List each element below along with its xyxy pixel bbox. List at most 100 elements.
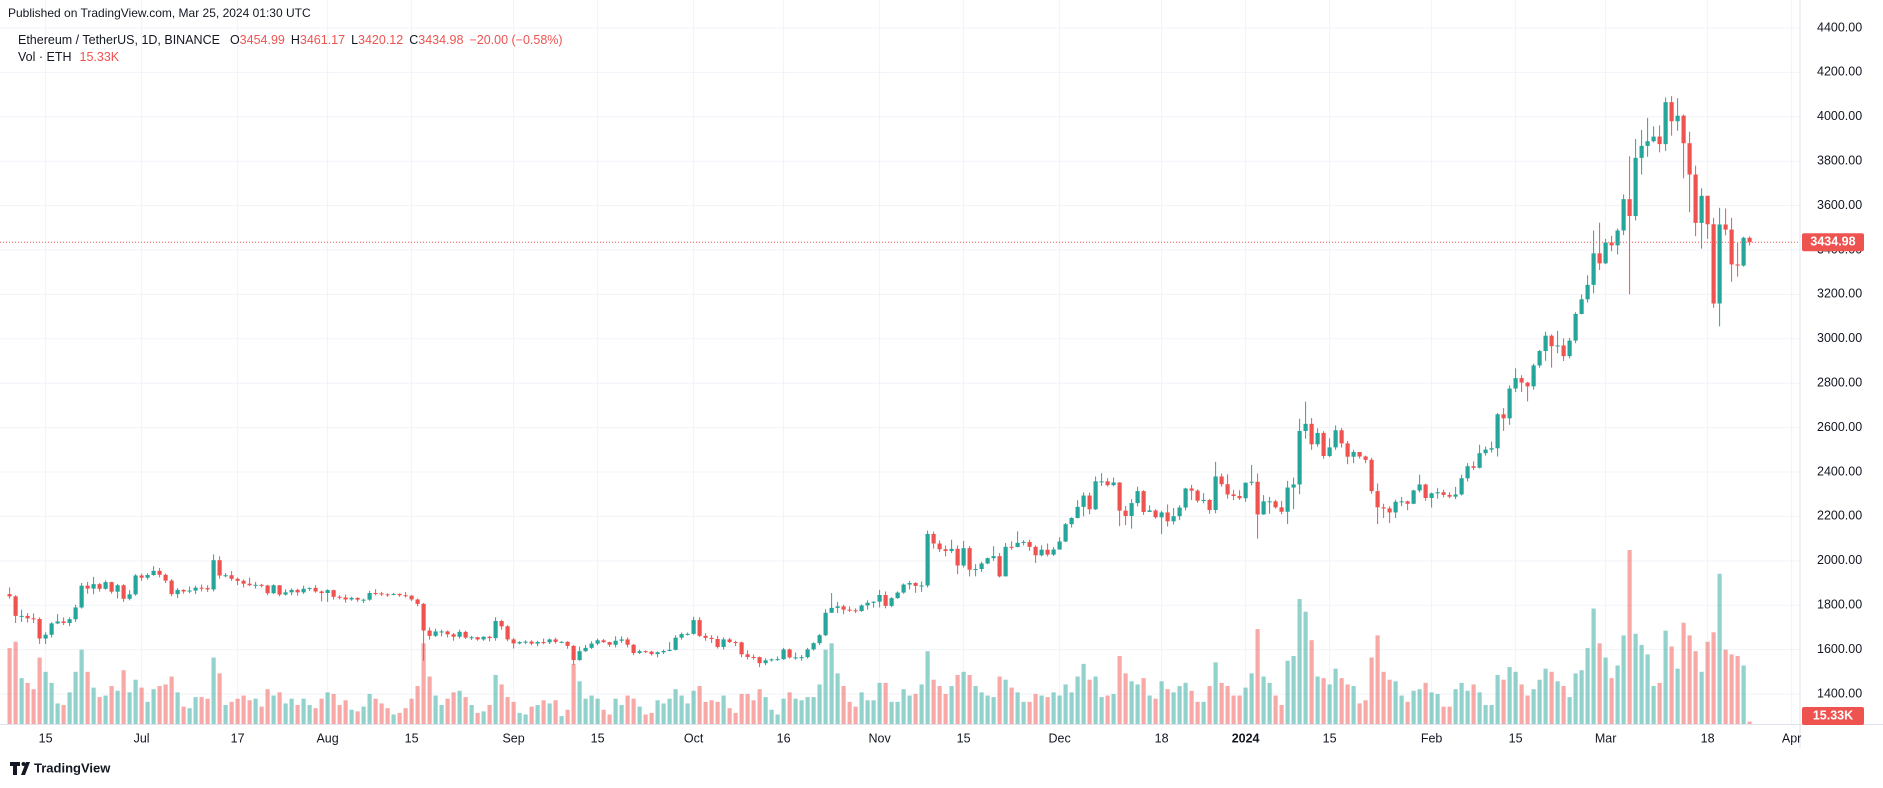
x-tick-label: 18 [1155, 731, 1169, 745]
volume-bar [433, 695, 438, 724]
candle-body [55, 621, 60, 624]
candle-body [1225, 484, 1230, 495]
volume-bar [691, 690, 696, 724]
candle-body [295, 589, 300, 593]
volume-bar [55, 703, 60, 724]
volume-bar [1333, 668, 1338, 724]
candle-body [805, 649, 810, 658]
candle-body [1195, 490, 1200, 501]
volume-bar [847, 701, 852, 724]
brand-name: TradingView [34, 760, 111, 775]
volume-bar [631, 698, 636, 724]
volume-bar [139, 687, 144, 724]
logo-slash [21, 762, 30, 775]
candle-body [1231, 494, 1236, 496]
volume-bar [943, 693, 948, 724]
volume-bar [937, 686, 942, 724]
candle-body [637, 651, 642, 653]
volume-bar [1399, 695, 1404, 724]
candle-body [1711, 224, 1716, 304]
volume-bar [1423, 682, 1428, 724]
volume-bar [907, 695, 912, 724]
volume-bar [451, 692, 456, 724]
candle-body [1213, 476, 1218, 510]
candle-body [175, 589, 180, 595]
candle-body [481, 636, 486, 640]
candle-body [673, 637, 678, 650]
candle-body [1465, 466, 1470, 479]
volume-bar [511, 701, 516, 724]
volume-bar [1615, 665, 1620, 724]
volume-bar [193, 697, 198, 724]
candle-body [469, 637, 474, 639]
candle-body [1579, 299, 1584, 314]
candle-body [1369, 459, 1374, 492]
candle-body [991, 556, 996, 559]
candle-body [1387, 508, 1392, 513]
candle-body [829, 607, 834, 613]
volume-bar [337, 705, 342, 724]
candle-body [1057, 541, 1062, 550]
volume-bar [307, 705, 312, 724]
y-tick-label: 4400.00 [1817, 20, 1862, 34]
volume-bar [277, 692, 282, 724]
candle-body [559, 641, 564, 643]
candle-body [1099, 481, 1104, 483]
candle-body [385, 594, 390, 596]
volume-bar [1477, 692, 1482, 724]
volume-bar [643, 714, 648, 724]
volume-bar [973, 686, 978, 724]
brand-logo: TradingView [10, 760, 111, 775]
candle-body [1033, 546, 1038, 556]
volume-bar [1465, 690, 1470, 724]
volume-bar [1357, 703, 1362, 724]
volume-bar [1591, 608, 1596, 724]
volume-bar [289, 698, 294, 724]
volume-bar [1345, 684, 1350, 724]
candle-body [1543, 335, 1548, 352]
y-tick-label: 4200.00 [1817, 65, 1862, 79]
volume-bar [169, 676, 174, 724]
candle-body [1327, 447, 1332, 457]
candle-body [631, 644, 636, 653]
y-tick-label: 4000.00 [1817, 109, 1862, 123]
candle-body [121, 585, 126, 599]
volume-bar [1003, 679, 1008, 724]
volume-bar [1561, 686, 1566, 724]
candle-body [151, 570, 156, 576]
candle-body [91, 584, 96, 589]
volume-bar [613, 698, 618, 724]
volume-bar [577, 681, 582, 724]
volume-bar [919, 684, 924, 724]
volume-bar [949, 686, 954, 724]
candle-body [649, 651, 654, 655]
volume-bar [37, 657, 42, 724]
candle-body [451, 634, 456, 637]
volume-bar [817, 684, 822, 724]
candle-body [1111, 482, 1116, 486]
candle-body [925, 533, 930, 586]
candle-body [643, 651, 648, 653]
candle-body [1183, 488, 1188, 508]
candle-body [961, 548, 966, 566]
close-value: 3434.98 [418, 33, 463, 47]
candle-body [355, 597, 360, 600]
volume-bar [787, 692, 792, 724]
volume-bar [1147, 695, 1152, 724]
volume-value-label: 15.33K [1813, 708, 1853, 722]
volume-bar [223, 705, 228, 724]
volume-bar [367, 693, 372, 724]
candle-body [439, 631, 444, 633]
y-tick-label: 3600.00 [1817, 198, 1862, 212]
volume-bar [85, 671, 90, 724]
volume-bar [115, 690, 120, 724]
volume-bar [121, 670, 126, 724]
volume-bar [295, 705, 300, 724]
volume-bar [265, 689, 270, 724]
candle-body [1333, 430, 1338, 448]
candle-body [763, 660, 768, 664]
volume-bar [1729, 654, 1734, 724]
volume-bar [1069, 692, 1074, 724]
candle-body [313, 587, 318, 592]
volume-bar [1663, 630, 1668, 724]
